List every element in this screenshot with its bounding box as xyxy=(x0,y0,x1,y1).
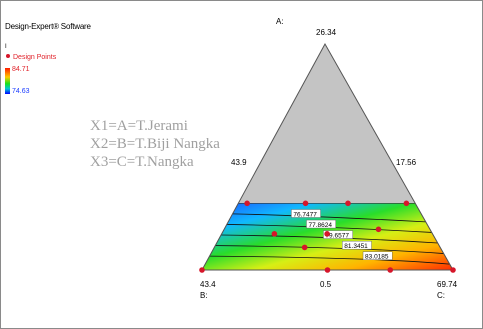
vertex-label-top: A: xyxy=(276,17,284,26)
design-point xyxy=(345,200,351,207)
contour-label-box xyxy=(323,230,353,239)
vertex-value-top: 26.34 xyxy=(316,28,337,37)
color-scale-bar xyxy=(5,68,10,94)
legend-design-points: Design Points xyxy=(6,54,56,61)
contour-line xyxy=(209,255,450,265)
contour-label-box xyxy=(362,251,393,260)
contour-label: 81.3451 xyxy=(344,243,368,250)
vertex-value-left: 43.4 xyxy=(200,280,216,289)
design-point xyxy=(244,200,250,207)
design-point xyxy=(199,267,205,273)
design-points xyxy=(199,200,456,273)
design-point xyxy=(271,231,278,237)
response-marker: I xyxy=(5,44,7,50)
contour-lines: 76.7477 77.8624 79.6577 81.3451 83.0185 xyxy=(209,209,450,265)
vertex-value-right: 69.74 xyxy=(437,280,458,289)
factor-key-x3: X3=C=T.Nangka xyxy=(90,154,194,170)
contour-label: 79.6577 xyxy=(325,233,349,240)
design-point xyxy=(301,244,308,251)
edge-label-left: 43.9 xyxy=(231,158,247,167)
design-point xyxy=(403,200,410,207)
design-point xyxy=(302,200,309,207)
design-point xyxy=(375,226,382,233)
contour-label: 76.7477 xyxy=(293,211,317,218)
vertex-label-right: C: xyxy=(437,291,445,300)
design-point xyxy=(324,231,330,237)
contour-label: 77.8624 xyxy=(308,222,332,229)
contour-label-box xyxy=(291,209,321,218)
contour-label: 83.0185 xyxy=(365,254,389,261)
contour-label-box xyxy=(306,219,336,229)
edge-label-right: 17.56 xyxy=(396,158,417,167)
factor-key-x2: X2=B=T.Biji Nangka xyxy=(90,136,220,152)
vertex-label-left: B: xyxy=(200,291,208,300)
design-point xyxy=(324,267,331,273)
color-scale-low: 74.63 xyxy=(12,88,30,95)
legend-points-label: Design Points xyxy=(13,54,57,61)
factor-key-x1: X1=A=T.Jerami xyxy=(90,118,188,134)
software-title: Design-Expert® Software xyxy=(5,22,91,31)
color-scale-high: 84.71 xyxy=(12,66,30,73)
contour-label-box xyxy=(342,240,372,250)
edge-label-bottom: 0.5 xyxy=(320,280,332,289)
design-point-icon xyxy=(6,54,10,58)
design-point xyxy=(450,267,456,273)
design-point xyxy=(387,267,394,273)
